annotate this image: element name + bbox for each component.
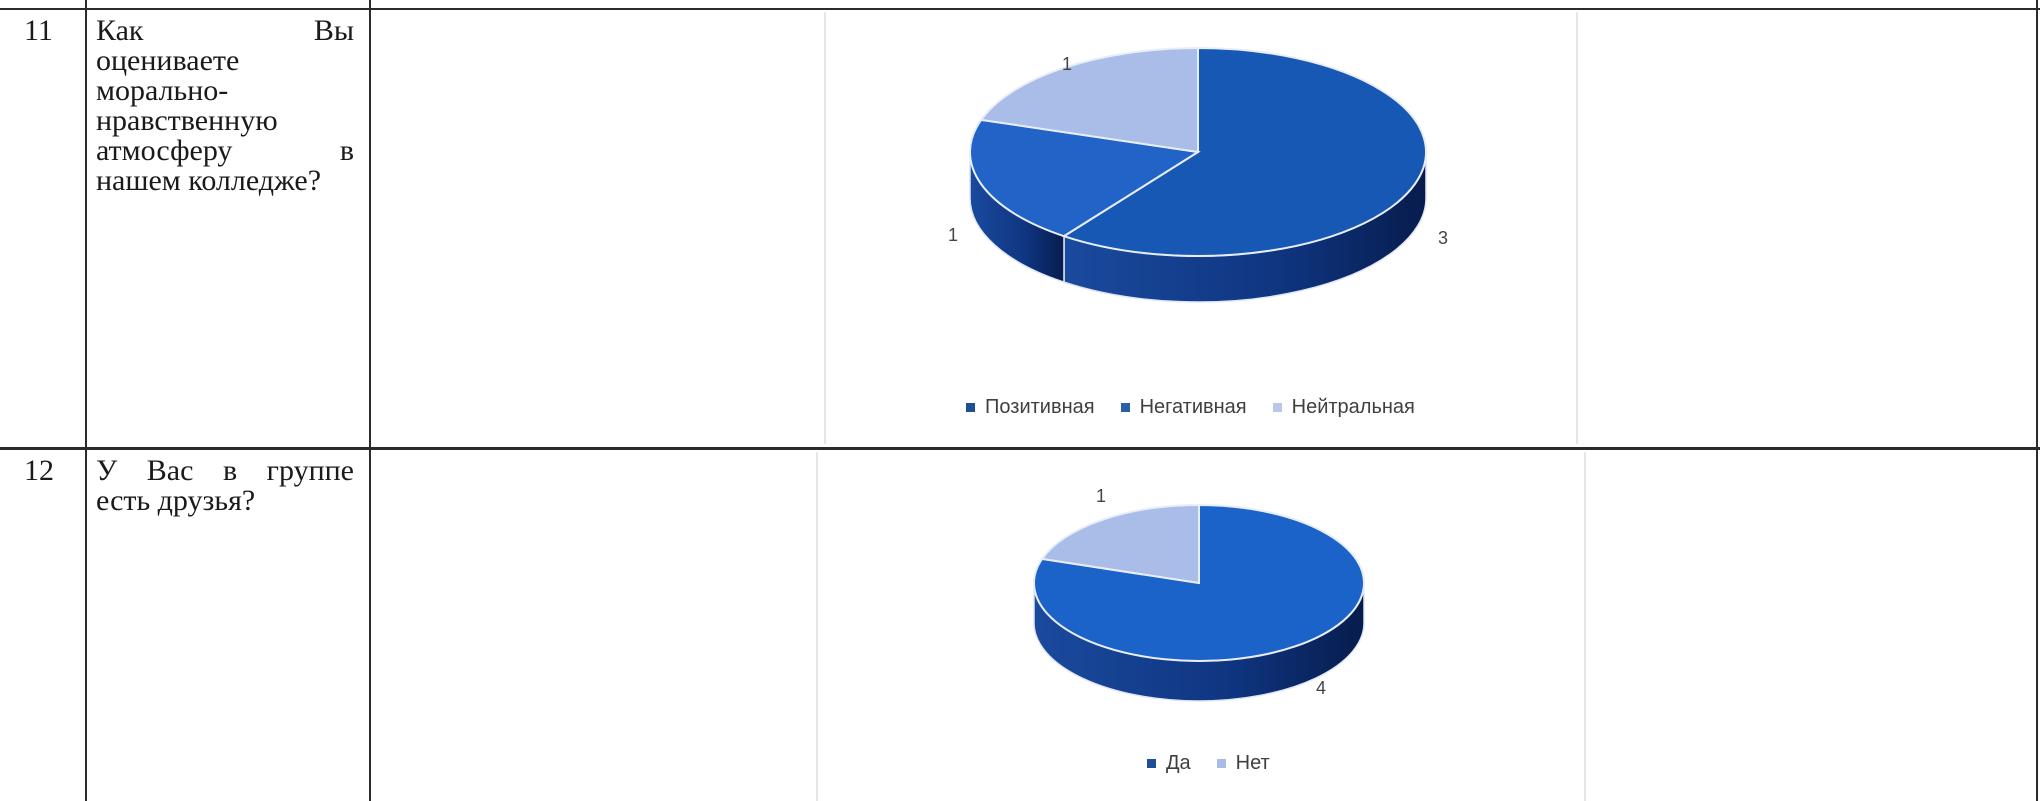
row-number: 12 (24, 454, 54, 487)
legend-swatch (1272, 403, 1282, 412)
question-line: нашем колледже? (96, 164, 322, 197)
pie-chart-atmosphere: 3 1 1 (948, 46, 1448, 303)
legend-label: Негативная (1139, 396, 1247, 418)
pie-slice (979, 46, 1199, 154)
legend-swatch (1216, 759, 1226, 768)
legend-label: Нет (1235, 752, 1270, 774)
question-line: есть друзья? (96, 484, 256, 517)
table-border-top (0, 8, 2040, 10)
question-line: атмосферу в (96, 134, 354, 167)
legend-item: Негативная (1120, 396, 1247, 419)
column-border-number (85, 0, 87, 801)
pie-slice (1040, 503, 1200, 585)
column-border-right (2036, 0, 2038, 801)
pie-slice (1061, 46, 1427, 257)
question-line: нравственную (96, 104, 278, 137)
pie-chart-frame: 3 1 1 Позитивная Негативная Нейтральная (824, 12, 1578, 444)
data-label: 4 (1316, 678, 1326, 698)
pie-chart-friends: 41 (1033, 486, 1365, 702)
data-label: 1 (1062, 54, 1072, 74)
question-line: оцениваете (96, 44, 240, 77)
legend-swatch (966, 403, 975, 412)
question-text: У Вас в группе есть друзья? (96, 456, 354, 516)
data-label: 1 (948, 225, 958, 245)
row-divider (0, 447, 2040, 450)
question-line: Как Вы (96, 14, 354, 47)
legend-swatch (1120, 403, 1130, 412)
legend-label: Нейтральная (1291, 396, 1415, 418)
row-number: 11 (24, 14, 53, 47)
legend-item: Нет (1216, 752, 1270, 775)
data-label: 3 (1438, 228, 1448, 248)
question-line: морально- (96, 74, 229, 107)
question-line: У Вас в группе (96, 454, 354, 487)
legend-item: Нейтральная (1272, 396, 1415, 419)
pie-slice (1033, 503, 1365, 662)
chart-legend: Да Нет (1147, 752, 1270, 775)
legend-label: Позитивная (985, 396, 1095, 418)
chart-legend: Позитивная Негативная Нейтральная (966, 396, 1415, 419)
legend-label: Да (1166, 752, 1191, 774)
legend-swatch (1147, 759, 1156, 768)
pie-slice (969, 118, 1201, 238)
legend-item: Да (1147, 752, 1191, 775)
data-label: 1 (1096, 486, 1106, 506)
question-text: Как Вы оцениваете морально- нравственную… (96, 16, 354, 196)
legend-item: Позитивная (966, 396, 1095, 419)
column-border-question (369, 0, 371, 801)
